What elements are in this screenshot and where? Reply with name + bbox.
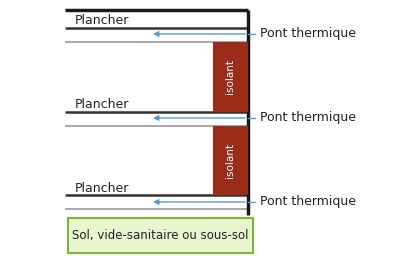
Bar bbox=[213, 126, 248, 195]
Bar bbox=[213, 42, 248, 112]
Text: Pont thermique: Pont thermique bbox=[260, 111, 356, 124]
Text: Pont thermique: Pont thermique bbox=[260, 195, 356, 209]
Text: Pont thermique: Pont thermique bbox=[260, 28, 356, 40]
Text: Plancher: Plancher bbox=[75, 14, 129, 28]
Text: Plancher: Plancher bbox=[75, 99, 129, 111]
Text: isolant: isolant bbox=[226, 143, 236, 178]
Text: Sol, vide-sanitaire ou sous-sol: Sol, vide-sanitaire ou sous-sol bbox=[72, 229, 249, 242]
Bar bbox=[68, 218, 253, 253]
Text: Plancher: Plancher bbox=[75, 182, 129, 195]
Text: isolant: isolant bbox=[226, 60, 236, 94]
